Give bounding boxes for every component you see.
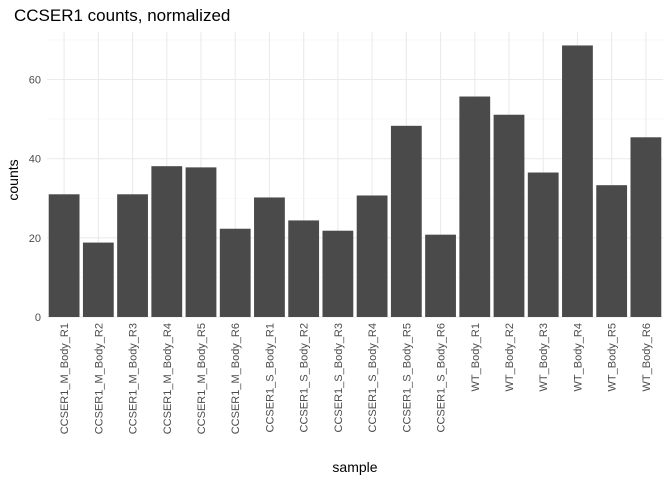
bar — [254, 197, 285, 317]
x-tick-label: WT_Body_R2 — [504, 323, 516, 391]
x-tick-label: CCSER1_M_Body_R5 — [196, 323, 208, 434]
x-tick-label: CCSER1_M_Body_R4 — [162, 323, 174, 434]
bar — [288, 220, 320, 317]
x-tick-label: WT_Body_R4 — [572, 323, 584, 391]
x-axis-title: sample — [332, 459, 377, 475]
x-tick-label: CCSER1_S_Body_R1 — [264, 323, 276, 432]
y-tick-label: 20 — [29, 233, 41, 245]
x-tick-label: WT_Body_R5 — [607, 323, 619, 391]
bar — [185, 167, 217, 317]
y-tick-label: 0 — [35, 312, 41, 324]
bar — [562, 45, 593, 317]
x-tick-label: CCSER1_S_Body_R4 — [367, 323, 379, 432]
bar — [48, 194, 80, 317]
x-tick-label: CCSER1_S_Body_R5 — [401, 323, 413, 432]
y-tick-label: 60 — [29, 75, 41, 87]
bar — [459, 96, 491, 317]
bar — [493, 114, 525, 318]
x-tick-label: WT_Body_R3 — [538, 323, 550, 391]
x-tick-label: CCSER1_M_Body_R1 — [59, 323, 71, 434]
x-tick-label: CCSER1_S_Body_R3 — [333, 323, 345, 432]
x-tick-label: CCSER1_S_Body_R2 — [299, 323, 311, 432]
bars — [48, 45, 662, 318]
x-axis-ticks: CCSER1_M_Body_R1 CCSER1_M_Body_R2 CCSER1_M… — [59, 323, 653, 434]
bar — [630, 137, 662, 317]
x-tick-label: CCSER1_M_Body_R3 — [128, 323, 140, 434]
bar — [596, 185, 628, 317]
x-tick-label: WT_Body_R1 — [470, 323, 482, 391]
bar — [527, 172, 559, 317]
bar — [322, 230, 354, 317]
bar — [425, 234, 456, 317]
x-tick-label: CCSER1_S_Body_R6 — [436, 323, 448, 432]
bar — [219, 228, 251, 317]
bar — [117, 194, 148, 317]
bar — [390, 125, 422, 317]
x-tick-label: WT_Body_R6 — [641, 323, 653, 391]
x-tick-label: CCSER1_M_Body_R2 — [93, 323, 105, 434]
bar — [82, 242, 114, 317]
y-tick-label: 40 — [29, 154, 41, 166]
bar — [356, 195, 388, 317]
x-tick-label: CCSER1_M_Body_R6 — [230, 323, 242, 434]
chart-title: CCSER1 counts, normalized — [14, 6, 230, 25]
bar — [151, 166, 183, 317]
y-axis-title: counts — [5, 159, 21, 200]
y-axis-ticks: 0 20 40 60 — [29, 75, 41, 325]
